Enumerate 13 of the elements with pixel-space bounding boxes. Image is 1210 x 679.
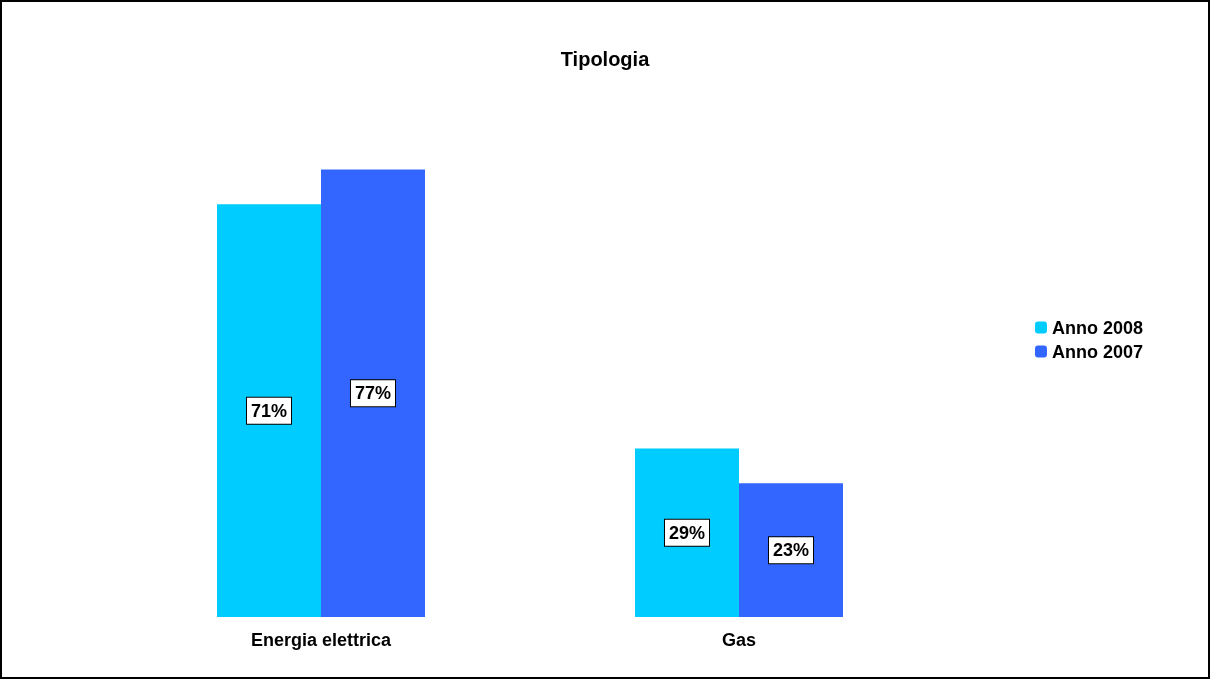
chart-title: Tipologia — [560, 48, 651, 70]
bar — [217, 204, 321, 617]
x-tick-label: Gas — [721, 630, 757, 650]
data-label: 77% — [354, 383, 392, 404]
data-label: 29% — [668, 522, 706, 543]
bar — [739, 483, 843, 617]
data-label: 23% — [772, 540, 810, 561]
x-tick-label: Energia elettrica — [250, 630, 393, 650]
legend-label: Anno 2008 — [1051, 317, 1143, 338]
bar — [635, 448, 739, 617]
bar — [321, 169, 425, 617]
legend-label: Anno 2007 — [1051, 341, 1143, 362]
data-label: 71% — [250, 400, 288, 421]
